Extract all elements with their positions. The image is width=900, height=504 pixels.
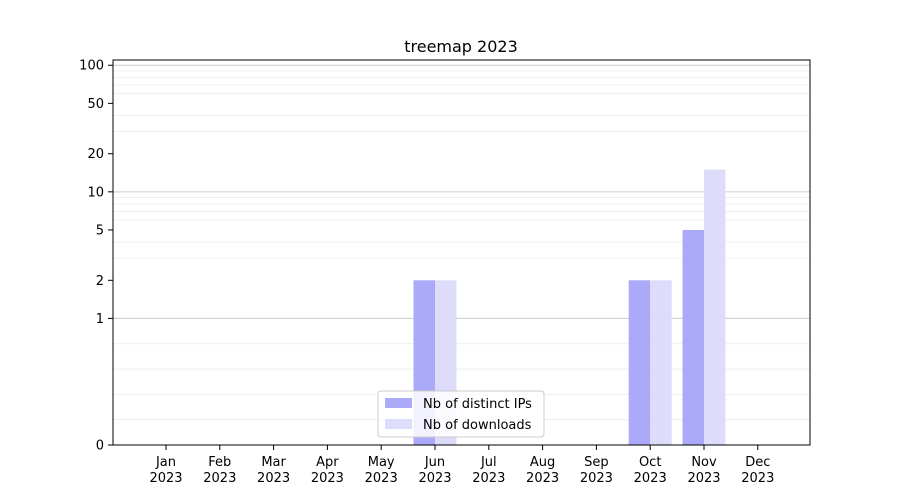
x-tick-year: 2023 — [741, 471, 774, 486]
x-tick-label-dec: Dec 2023 — [741, 455, 774, 486]
legend-swatch — [385, 398, 412, 408]
legend-box — [377, 390, 545, 438]
x-tick-label-sep: Sep 2023 — [580, 455, 613, 486]
x-tick-label-may: May 2023 — [365, 455, 398, 486]
legend-swatch — [385, 419, 412, 429]
x-tick-label-apr: Apr 2023 — [311, 455, 344, 486]
x-tick-year: 2023 — [149, 471, 182, 486]
y-axis: 0 1 2 5 10 20 50 100 — [79, 59, 113, 454]
x-tick-year: 2023 — [203, 471, 236, 486]
y-tick-label: 10 — [87, 185, 104, 200]
y-tick-label: 2 — [96, 274, 104, 289]
x-tick-month: Apr — [316, 455, 339, 470]
x-tick-label-aug: Aug 2023 — [526, 455, 559, 486]
x-tick-year: 2023 — [580, 471, 613, 486]
y-tick-label: 0 — [96, 439, 104, 454]
x-tick-month: Feb — [208, 455, 231, 470]
bar-downloads-oct — [650, 280, 672, 445]
bar-distinct-ips-oct — [628, 280, 651, 445]
x-tick-month: Mar — [261, 455, 286, 470]
y-tick-label: 20 — [87, 147, 104, 162]
x-tick-label-jul: Jul 2023 — [472, 455, 505, 486]
x-tick-month: Jun — [424, 455, 445, 470]
x-tick-month: Jan — [155, 455, 176, 470]
x-tick-year: 2023 — [472, 471, 505, 486]
x-tick-year: 2023 — [418, 471, 451, 486]
x-tick-year: 2023 — [257, 471, 290, 486]
y-tick-label: 100 — [79, 59, 104, 74]
x-tick-label-jan: Jan 2023 — [149, 455, 182, 486]
x-tick-label-nov: Nov 2023 — [687, 455, 720, 486]
x-tick-year: 2023 — [526, 471, 559, 486]
x-tick-month: Oct — [639, 455, 661, 470]
x-tick-month: Aug — [530, 455, 555, 470]
x-tick-year: 2023 — [365, 471, 398, 486]
x-tick-month: May — [368, 455, 395, 470]
legend: Nb of distinct IPs Nb of downloads — [377, 390, 545, 438]
legend-label: Nb of downloads — [423, 418, 532, 433]
bar-downloads-nov — [704, 169, 726, 445]
x-tick-month: Sep — [584, 455, 609, 470]
bar-distinct-ips-nov — [682, 229, 704, 445]
x-tick-label-oct: Oct 2023 — [634, 455, 667, 486]
x-tick-year: 2023 — [311, 471, 344, 486]
x-tick-label-feb: Feb 2023 — [203, 455, 236, 486]
minor-grid — [113, 70, 810, 421]
x-tick-year: 2023 — [687, 471, 720, 486]
x-tick-label-jun: Jun 2023 — [418, 455, 451, 486]
y-tick-label: 50 — [87, 97, 104, 112]
x-tick-year: 2023 — [634, 471, 667, 486]
plot-frame — [112, 59, 811, 446]
legend-label: Nb of distinct IPs — [423, 397, 532, 412]
y-tick-label: 1 — [96, 312, 104, 327]
x-tick-label-mar: Mar 2023 — [257, 455, 290, 486]
x-tick-month: Dec — [745, 455, 770, 470]
y-tick-label: 5 — [96, 223, 104, 238]
chart-title: treemap 2023 — [404, 37, 518, 56]
x-tick-month: Nov — [691, 455, 717, 470]
x-tick-month: Jul — [480, 455, 497, 470]
